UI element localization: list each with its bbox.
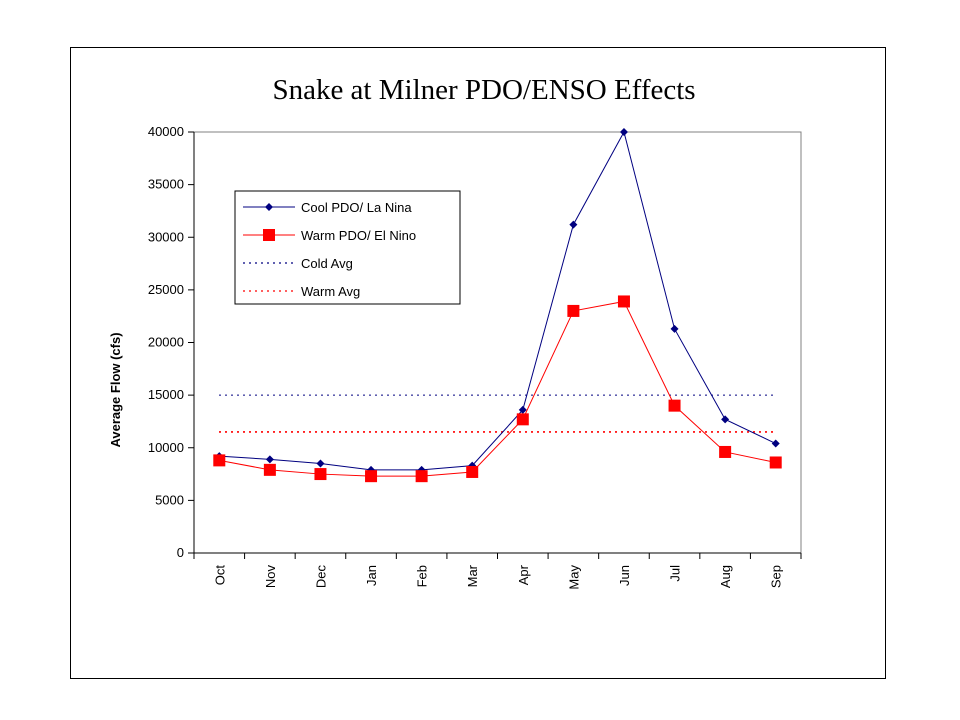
legend-marker — [263, 229, 275, 241]
y-tick-label: 20000 — [148, 335, 184, 350]
legend-label: Warm Avg — [301, 284, 360, 299]
y-tick-label: 25000 — [148, 282, 184, 297]
legend: Cool PDO/ La Nina Warm PDO/ El Nino Cold A… — [234, 190, 461, 305]
x-tick-label: Sep — [769, 565, 784, 588]
x-tick-label: May — [566, 565, 581, 590]
y-tick-label: 0 — [177, 545, 184, 560]
x-tick-label: Feb — [415, 565, 430, 587]
y-tick-label: 40000 — [148, 124, 184, 139]
data-point — [365, 470, 378, 483]
data-point — [265, 455, 274, 464]
legend-box — [234, 190, 461, 305]
data-point — [518, 405, 527, 414]
x-tick-label: Nov — [263, 565, 278, 589]
data-point — [314, 468, 327, 481]
data-point — [769, 456, 782, 469]
legend-label: Warm PDO/ El Nino — [301, 228, 416, 243]
y-tick-label: 35000 — [148, 177, 184, 192]
data-point — [619, 128, 628, 136]
x-tick-label: Aug — [718, 565, 733, 588]
axes: 0 5000 10000 15000 20000 25000 30000 35000 40000… — [148, 124, 802, 590]
data-point — [415, 470, 428, 483]
data-point — [668, 399, 681, 412]
data-point — [567, 304, 580, 317]
data-point — [719, 445, 732, 458]
y-tick-label: 5000 — [155, 492, 184, 507]
x-tick-label: Jan — [364, 565, 379, 586]
data-point — [516, 413, 529, 426]
chart-title: Snake at Milner PDO/ENSO Effects — [272, 74, 695, 106]
data-point — [466, 465, 479, 478]
y-axis-label: Average Flow (cfs) — [108, 332, 123, 447]
series-line — [219, 130, 776, 471]
legend-label: Cold Avg — [301, 256, 353, 271]
data-point — [569, 220, 578, 229]
data-point — [617, 295, 630, 308]
legend-marker — [265, 203, 273, 211]
x-tick-label: Mar — [465, 564, 480, 587]
reference-lines — [219, 394, 776, 433]
data-point — [721, 415, 730, 424]
series-layer — [213, 128, 782, 483]
x-tick-label: Oct — [212, 565, 227, 586]
data-point — [771, 439, 780, 448]
x-tick-label: Dec — [313, 565, 328, 589]
chart: Snake at Milner PDO/ENSO Effects 0 5000 10… — [108, 74, 802, 590]
data-point — [213, 454, 226, 467]
x-tick-label: Jul — [668, 565, 683, 582]
data-point — [670, 324, 679, 333]
data-point — [316, 459, 325, 468]
series-line — [219, 300, 776, 477]
x-tick-label: Jun — [617, 565, 632, 586]
data-point — [263, 463, 276, 476]
chart-frame: Snake at Milner PDO/ENSO Effects 0 5000 10… — [70, 47, 886, 679]
y-tick-label: 15000 — [148, 387, 184, 402]
y-tick-label: 30000 — [148, 229, 184, 244]
x-tick-label: Apr — [516, 564, 531, 585]
y-tick-label: 10000 — [148, 440, 184, 455]
legend-label: Cool PDO/ La Nina — [301, 200, 412, 215]
